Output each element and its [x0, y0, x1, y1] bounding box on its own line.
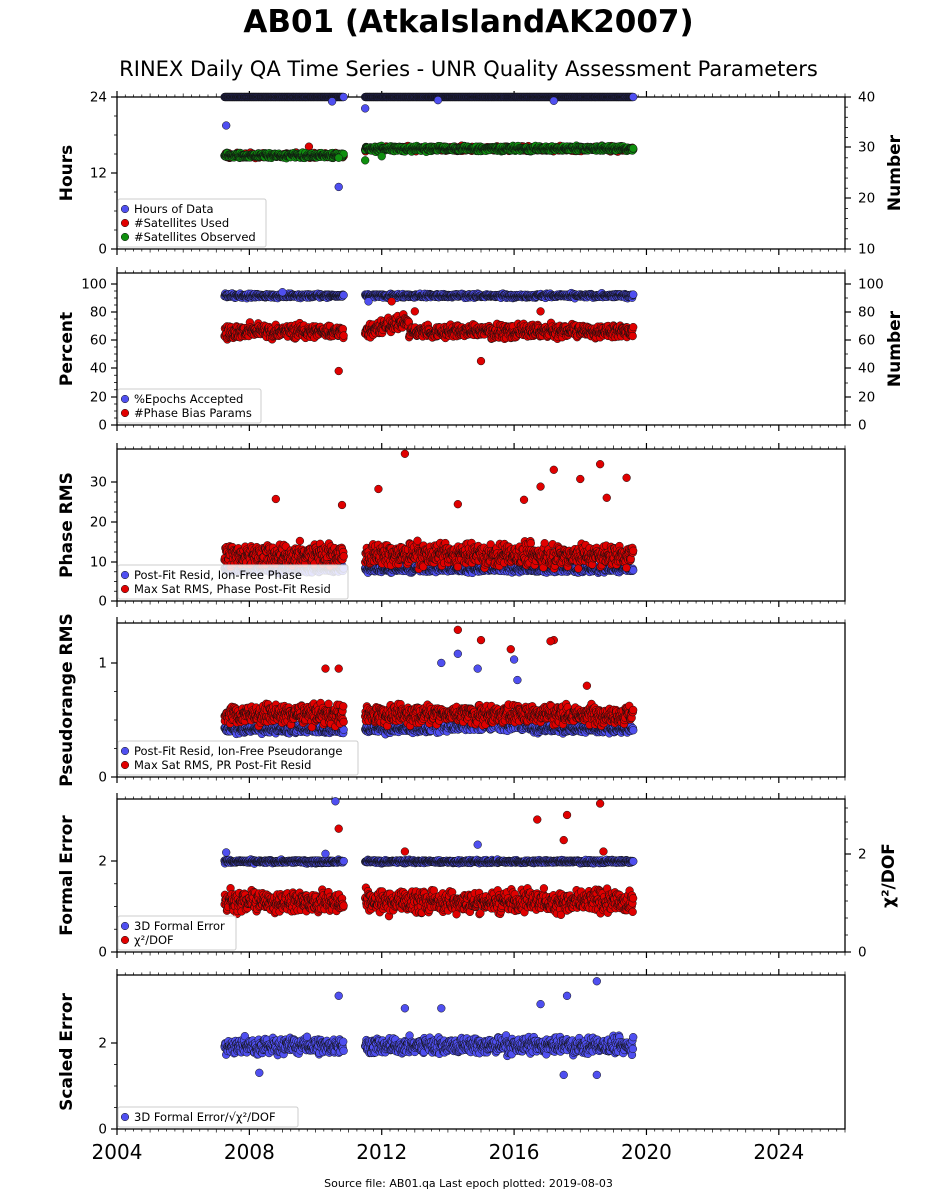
y2-tick-label: 10	[858, 242, 875, 258]
chart-subtitle: RINEX Daily QA Time Series - UNR Quality…	[119, 57, 818, 81]
outlier-point	[364, 297, 373, 306]
series-1	[220, 288, 638, 306]
y-tick-label: 20	[90, 390, 107, 406]
outlier-point	[327, 97, 337, 106]
legend-label: #Satellites Observed	[134, 230, 256, 244]
data-point	[629, 290, 638, 299]
y2-tick-label: 60	[858, 333, 875, 349]
data-point	[339, 331, 348, 340]
chart-title: AB01 (AtkaIslandAK2007)	[243, 4, 694, 40]
series-3	[220, 141, 638, 165]
y2-tick-label: 40	[858, 361, 875, 377]
y-axis-label: Hours	[57, 145, 77, 202]
y-tick-label: 60	[90, 333, 107, 349]
outlier-point	[278, 288, 287, 297]
y-tick-label: 24	[90, 90, 107, 106]
series-1	[220, 92, 638, 192]
y2-tick-label: 80	[858, 305, 875, 321]
legend-marker	[120, 232, 130, 242]
y-tick-label: 12	[90, 166, 107, 182]
outlier-point	[361, 156, 370, 165]
legend-marker	[120, 204, 130, 214]
y-tick-label: 80	[90, 305, 107, 321]
y-axis-label: Percent	[57, 312, 77, 386]
outlier-point	[222, 121, 231, 130]
data-point	[629, 92, 638, 102]
legend-marker	[120, 218, 130, 228]
outlier-point	[334, 153, 343, 162]
plot-points	[220, 92, 638, 192]
legend-label: #Satellites Used	[134, 216, 229, 230]
data-point	[339, 92, 348, 102]
y2-tick-label: 100	[858, 277, 884, 293]
data-point	[629, 144, 638, 153]
y2-axis-label: Number	[885, 310, 905, 387]
legend-box	[117, 198, 267, 248]
data-point	[339, 291, 348, 300]
y-tick-label: 40	[90, 361, 107, 377]
outlier-point	[361, 104, 370, 113]
y-tick-label: 100	[81, 277, 107, 293]
outlier-point	[377, 152, 386, 161]
legend-label: Hours of Data	[134, 202, 214, 216]
y2-tick-label: 40	[858, 90, 875, 106]
y2-tick-label: 20	[858, 390, 875, 406]
legend: Hours of Data#Satellites Used#Satellites…	[117, 198, 267, 248]
y-tick-label: 0	[98, 418, 107, 434]
y2-tick-label: 0	[858, 418, 867, 434]
y2-axis-label: Number	[885, 134, 905, 211]
y2-tick-label: 20	[858, 191, 875, 207]
y2-tick-label: 30	[858, 140, 875, 156]
outlier-point	[334, 182, 343, 192]
outlier-point	[549, 96, 558, 105]
y-tick-label: 0	[98, 242, 107, 258]
plot-points	[220, 288, 638, 376]
outlier-point	[433, 96, 443, 105]
